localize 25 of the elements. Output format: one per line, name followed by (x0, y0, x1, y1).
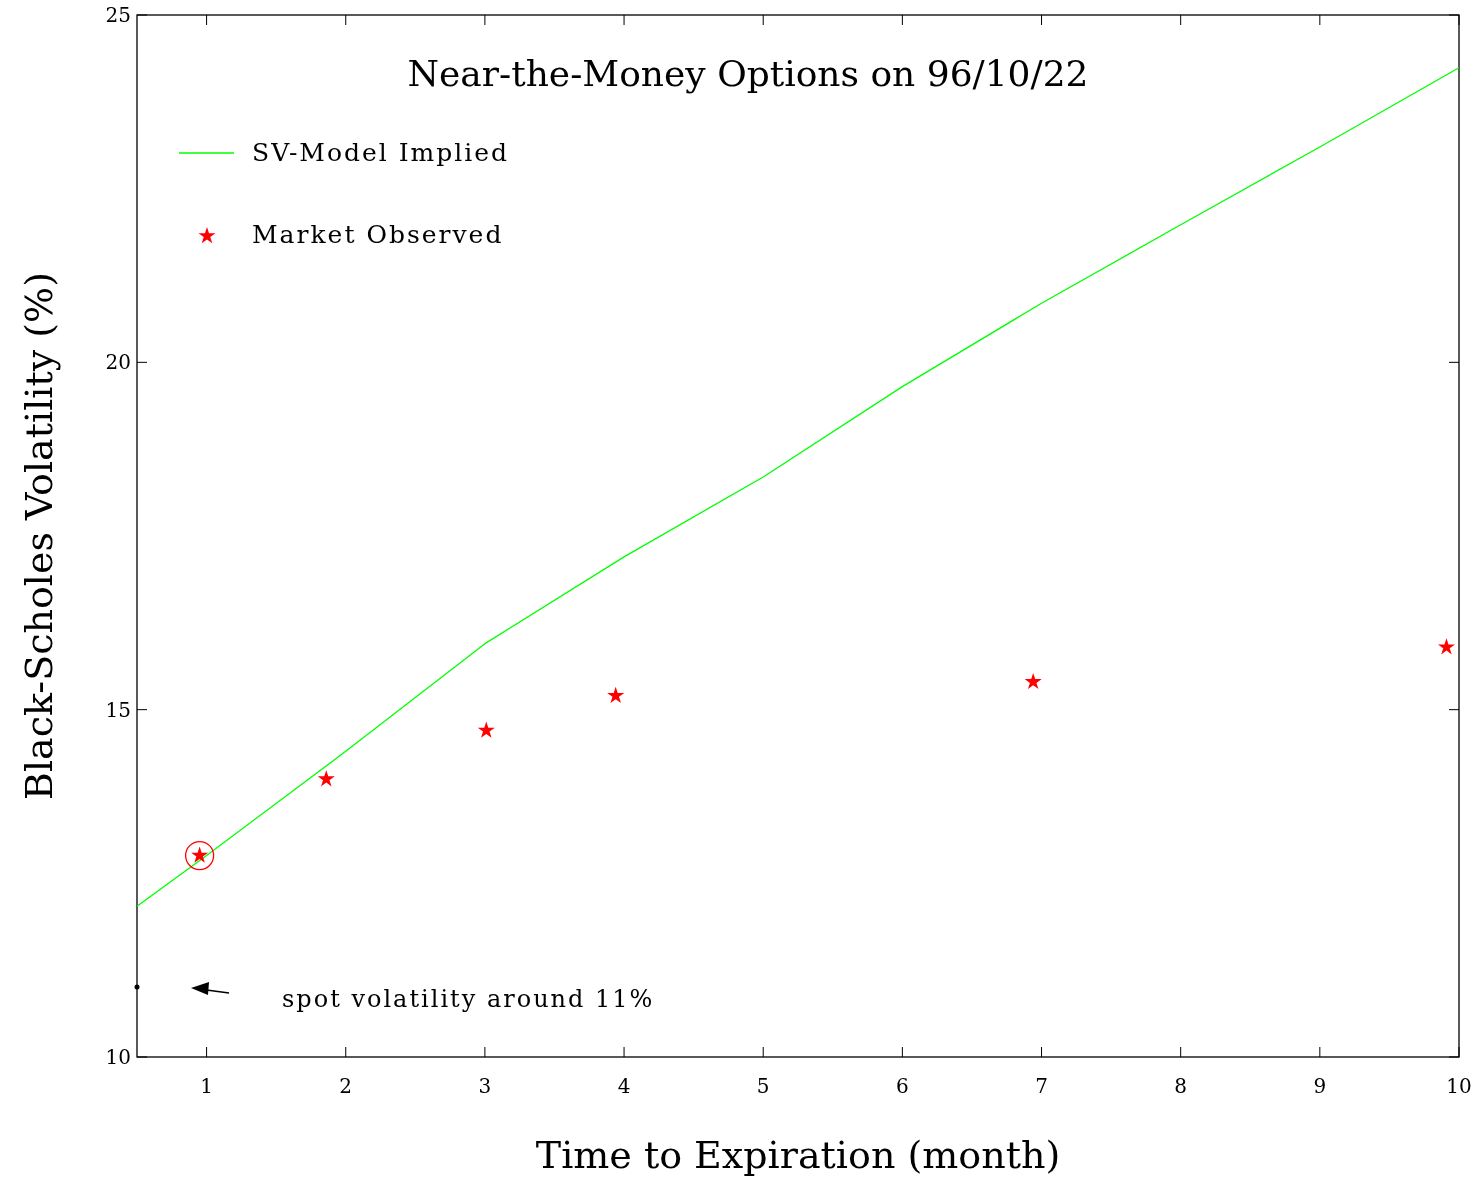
x-tick-label: 1 (200, 1074, 213, 1098)
x-tick-label: 9 (1313, 1074, 1327, 1098)
annotation: spot volatility around 11% (282, 985, 655, 1013)
y-tick-label: 25 (105, 3, 131, 27)
y-tick-label: 10 (105, 1045, 131, 1069)
y-tick-label: 15 (105, 697, 131, 722)
point (1024, 672, 1042, 690)
x-tick-label: 4 (617, 1074, 631, 1098)
legend-label: Market Observed (252, 220, 504, 249)
x-tick-label: 7 (1035, 1074, 1048, 1098)
x-tick-label: 8 (1174, 1074, 1188, 1098)
y-tick-label: 20 (105, 350, 131, 375)
point (607, 686, 625, 704)
y-axis-title: Black-Scholes Volatility (%) (17, 271, 61, 801)
legend-label: SV-Model Implied (252, 138, 510, 167)
x-tick-label: 6 (896, 1074, 909, 1098)
x-tick-label: 2 (339, 1074, 353, 1098)
point (1437, 638, 1455, 655)
point (317, 770, 335, 787)
x-tick-label: 10 (1446, 1074, 1472, 1098)
x-axis-title: Time to Expiration (month) (535, 1133, 1061, 1177)
point (477, 721, 495, 738)
x-tick-label: 3 (478, 1074, 492, 1098)
x-tick-label: 5 (756, 1074, 770, 1098)
text: Near-the-Money Options on 96/10/22 (407, 53, 1089, 94)
